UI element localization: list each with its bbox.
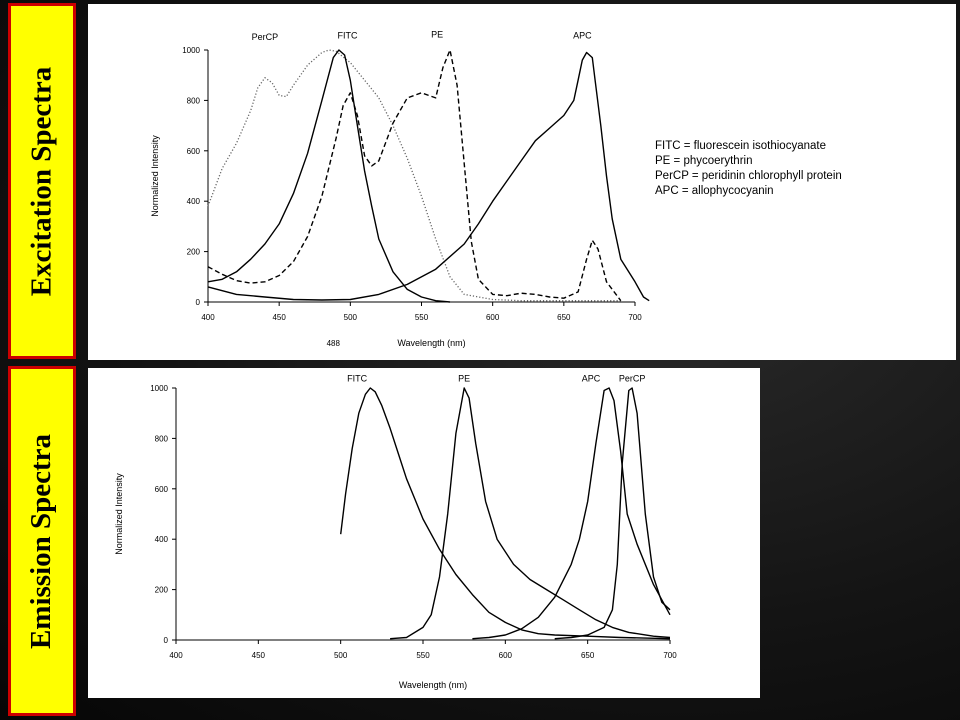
excitation-series-pe-line xyxy=(207,49,622,302)
excitation-y-tick-label: 1000 xyxy=(182,46,200,55)
excitation-y-tick-label: 400 xyxy=(187,197,201,206)
emission-y-tick-label: 200 xyxy=(155,586,169,595)
emission-x-tick-label: 700 xyxy=(663,651,677,660)
emission-x-tick-label: 450 xyxy=(252,651,266,660)
excitation-y-tick-label: 200 xyxy=(187,248,201,257)
emission-spectra-text: Emission Spectra xyxy=(25,433,58,649)
emission-y-tick-label: 800 xyxy=(155,434,169,443)
emission-x-axis-title: Wavelength (nm) xyxy=(399,680,467,690)
emission-series-percp-label: PerCP xyxy=(619,374,646,384)
excitation-series-percp-line xyxy=(207,49,621,302)
legend-line-fitc: FITC = fluorescein isothiocyanate xyxy=(655,140,826,152)
excitation-series-apc-line xyxy=(207,51,650,302)
emission-series-fitc-label: FITC xyxy=(347,374,367,384)
emission-x-tick-label: 650 xyxy=(581,651,595,660)
emission-chart-panel: 400 450 500 550 600 650 700 0 200 400 600 800 1000 Wa… xyxy=(88,368,760,698)
excitation-series-apc-label: APC xyxy=(573,31,592,41)
excitation-x-tick-label: 400 xyxy=(201,313,215,322)
excitation-chart-panel: 400 450 500 550 600 650 700 0 200 400 600 800 1000 Wa… xyxy=(88,4,956,360)
emission-x-tick-label: 500 xyxy=(334,651,348,660)
excitation-x-tick-label: 500 xyxy=(344,313,358,322)
excitation-y-tick-label: 0 xyxy=(196,298,201,307)
excitation-y-tick-label: 600 xyxy=(187,147,201,156)
excitation-chart: 400 450 500 550 600 650 700 0 200 400 600 800 1000 Wa… xyxy=(150,29,842,348)
legend-line-pe: PE = phycoerythrin xyxy=(655,155,752,167)
emission-y-tick-label: 1000 xyxy=(150,384,168,393)
excitation-series-pe-label: PE xyxy=(431,29,443,39)
legend-line-apc: APC = allophycocyanin xyxy=(655,185,774,197)
emission-chart: 400 450 500 550 600 650 700 0 200 400 600 800 1000 Wa… xyxy=(114,374,677,690)
legend: FITC = fluorescein isothiocyanate PE = p… xyxy=(655,140,842,197)
excitation-y-tick-label: 800 xyxy=(187,96,201,105)
emission-series-apc-label: APC xyxy=(582,374,601,384)
excitation-series-fitc-label: FITC xyxy=(337,31,357,41)
emission-spectra-label: Emission Spectra xyxy=(8,366,76,716)
excitation-y-axis-title: Normalized Intensity xyxy=(150,135,160,217)
legend-line-percp: PerCP = peridinin chlorophyll protein xyxy=(655,170,842,182)
emission-x-tick-label: 550 xyxy=(416,651,430,660)
excitation-spectra-label: Excitation Spectra xyxy=(8,3,76,359)
emission-x-tick-label: 600 xyxy=(499,651,513,660)
emission-y-tick-label: 600 xyxy=(155,485,169,494)
emission-x-tick-label: 400 xyxy=(169,651,183,660)
emission-series-percp-line xyxy=(554,387,671,640)
emission-y-axis-title: Normalized Intensity xyxy=(114,473,124,555)
excitation-annotation-488: 488 xyxy=(327,339,341,348)
excitation-x-tick-label: 650 xyxy=(557,313,571,322)
excitation-x-axis-title: Wavelength (nm) xyxy=(397,338,465,348)
excitation-x-tick-label: 550 xyxy=(415,313,429,322)
excitation-series-percp-label: PerCP xyxy=(252,32,279,42)
excitation-series-fitc-line xyxy=(207,49,451,303)
emission-y-tick-label: 400 xyxy=(155,535,169,544)
excitation-x-tick-label: 600 xyxy=(486,313,500,322)
excitation-x-tick-label: 700 xyxy=(628,313,642,322)
emission-series-pe-label: PE xyxy=(458,374,470,384)
excitation-spectra-text: Excitation Spectra xyxy=(25,66,58,296)
emission-series-fitc-line xyxy=(340,387,671,640)
emission-series-pe-line xyxy=(390,387,671,640)
emission-y-tick-label: 0 xyxy=(164,636,169,645)
emission-series-apc-line xyxy=(472,387,671,640)
excitation-x-tick-label: 450 xyxy=(272,313,286,322)
